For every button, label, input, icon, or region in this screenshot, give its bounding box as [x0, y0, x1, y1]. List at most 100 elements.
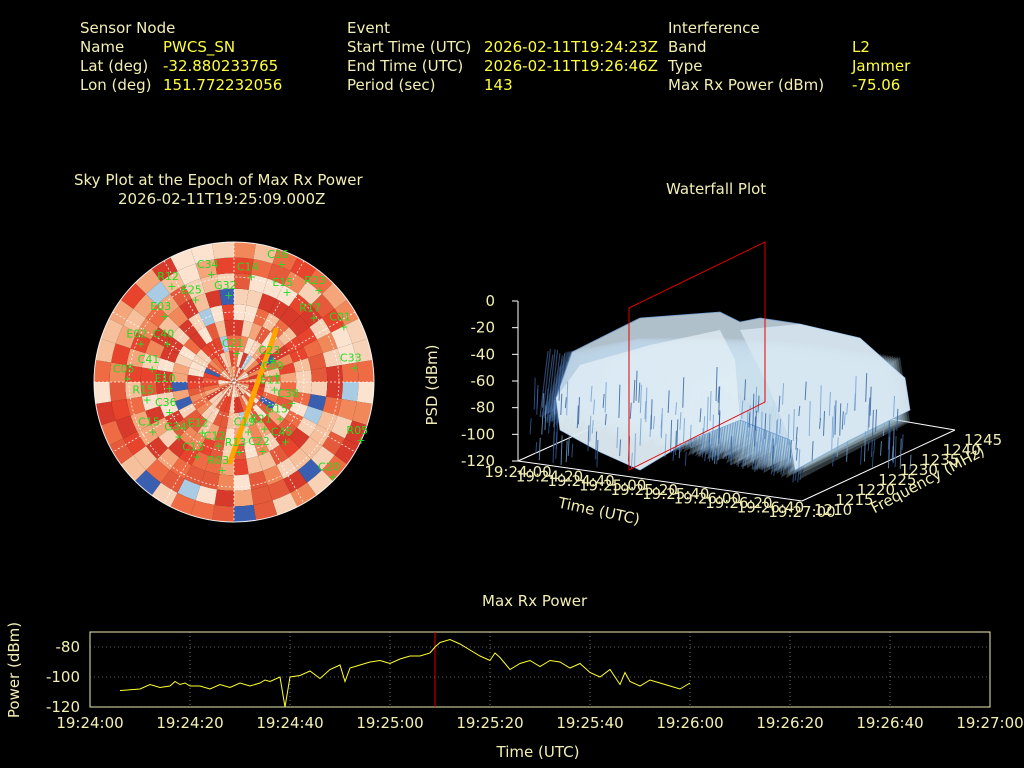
waterfall-noise: [679, 412, 682, 430]
satellite-marker: +: [244, 426, 253, 439]
waterfall-noise: [529, 418, 532, 435]
satellite-label: E02: [126, 327, 147, 340]
sky-cell: [259, 396, 276, 410]
waterfall-noise: [602, 393, 605, 408]
sky-cell: [151, 257, 178, 282]
sky-cell: [200, 274, 220, 294]
sky-cell: [120, 283, 147, 309]
waterfall-noise: [834, 400, 837, 435]
sky-cell: [262, 432, 280, 452]
sky-cell: [248, 423, 263, 442]
sky-cell: [246, 289, 263, 309]
sky-cell: [158, 316, 180, 337]
event-title: Event: [347, 19, 390, 37]
sky-cell: [255, 326, 271, 345]
waterfall-noise: [771, 438, 774, 470]
time-tick-label: 19:27:00: [768, 503, 835, 521]
satellite-marker: +: [276, 413, 285, 426]
sky-cell: [310, 367, 328, 382]
satellite-label: C13: [182, 441, 204, 454]
sky-cell: [196, 349, 213, 364]
waterfall-noise: [546, 388, 549, 413]
waterfall-noise: [592, 399, 595, 415]
sky-cell: [252, 344, 267, 361]
name-value: PWCS_SN: [163, 38, 236, 56]
satellite-label: R23: [304, 274, 326, 287]
waterfall-noise: [660, 408, 663, 439]
sky-cell: [231, 366, 234, 382]
sky-cell: [195, 259, 217, 279]
sky-cell: [238, 335, 249, 353]
sky-cell: [202, 377, 219, 382]
waterfall-noise: [708, 433, 711, 459]
waterfall-noise: [779, 418, 782, 435]
sky-cell: [197, 326, 213, 345]
sky-cell: [208, 360, 224, 373]
waterfall-epoch-plane: [628, 241, 766, 471]
lon-value: 151.772232056: [163, 76, 283, 94]
waterfall-noise: [879, 441, 882, 456]
satellite-marker: +: [272, 369, 281, 382]
sky-cell: [214, 426, 227, 444]
waterfall-noise: [846, 441, 849, 462]
frequency-tick-label: 1210: [814, 501, 852, 519]
waterfall-noise: [639, 418, 642, 446]
sky-cell: [136, 424, 159, 447]
satellite-marker: +: [281, 435, 290, 448]
sky-cell: [234, 382, 245, 395]
waterfall-surface-highlight: [556, 330, 740, 470]
sky-cell: [234, 382, 250, 385]
satellite-label: E10: [155, 372, 176, 385]
satellite-label: R17: [299, 302, 321, 315]
sky-cell: [205, 423, 220, 442]
waterfall-noise: [560, 435, 563, 465]
sky-cell: [206, 389, 222, 401]
waterfall-noise: [587, 425, 590, 452]
time-tick-label: 19:25:40: [642, 485, 709, 503]
sky-cell: [188, 312, 206, 332]
sky-cell: [109, 382, 127, 402]
waterfall-noise: [604, 413, 607, 426]
sky-cell: [234, 335, 242, 352]
x-tick-label: 19:26:20: [756, 714, 823, 732]
waterfall-noise: [754, 410, 757, 431]
sky-cell: [219, 352, 230, 369]
sky-cell: [234, 367, 242, 382]
sky-cell: [234, 369, 245, 382]
sky-cell: [191, 451, 210, 471]
sky-cell: [95, 338, 116, 363]
satellite-marker: +: [328, 471, 337, 484]
sky-cell: [190, 331, 207, 350]
sky-cell: [218, 379, 234, 382]
sky-cell: [234, 374, 249, 382]
sky-cell: [234, 372, 248, 382]
waterfall-noise: [819, 385, 822, 420]
sky-cell: [279, 306, 300, 328]
waterfall-noise: [711, 414, 714, 447]
sky-cell: [321, 283, 348, 309]
sky-cell: [243, 356, 256, 372]
satellite-label: R21: [250, 412, 272, 425]
sensor-node-title: Sensor Node: [80, 19, 176, 37]
satellite-marker: +: [235, 446, 244, 459]
waterfall-noise: [839, 403, 842, 436]
sky-cell: [296, 417, 318, 437]
sky-cell: [202, 382, 219, 387]
sky-cell: [298, 281, 322, 306]
waterfall-noise: [712, 444, 715, 461]
sky-cell: [212, 409, 225, 427]
satellite-label: R05: [346, 424, 368, 437]
psd-tick-label: -20: [471, 319, 496, 337]
band-label: Band: [668, 38, 707, 56]
sky-cell: [171, 372, 188, 382]
sky-cell: [255, 400, 272, 415]
sky-cell: [234, 382, 239, 398]
waterfall-noise: [853, 393, 856, 411]
sky-cell: [178, 403, 197, 419]
sky-cell: [234, 257, 254, 275]
sky-cell: [261, 391, 279, 404]
sky-cell: [253, 500, 278, 521]
y-tick-label: -100: [46, 668, 80, 686]
sky-cell: [172, 362, 190, 375]
sky-cell: [133, 294, 158, 318]
